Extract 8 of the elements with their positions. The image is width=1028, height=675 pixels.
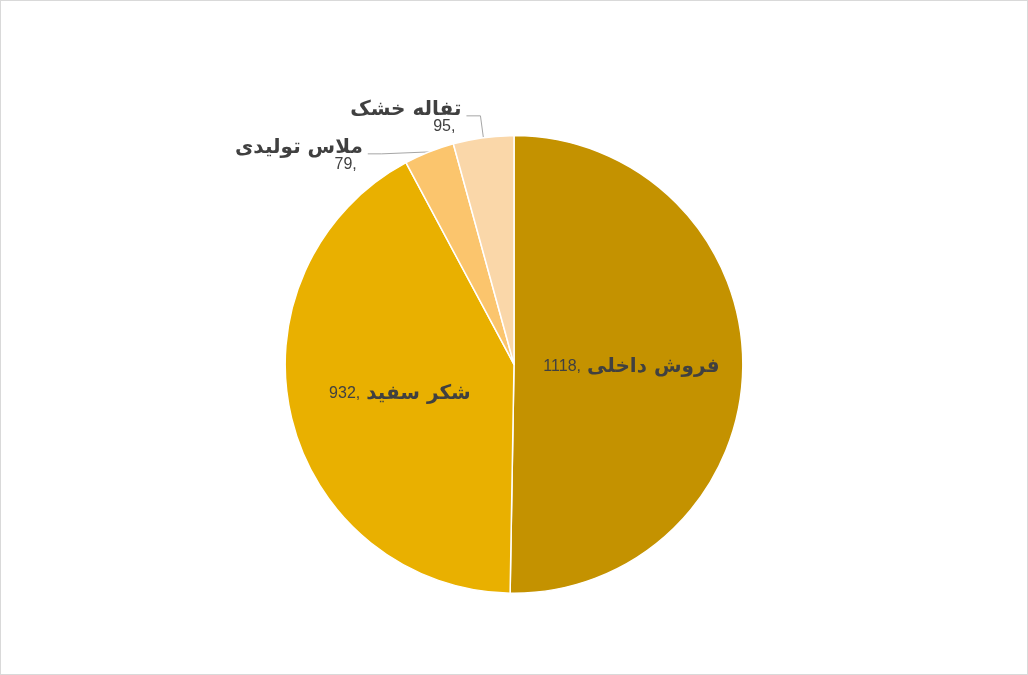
data-label: 79, <box>334 155 357 173</box>
slice-label: تفاله خشک <box>350 95 462 120</box>
slice-label: ملاس تولیدی <box>235 133 363 158</box>
data-label: 95, <box>433 117 456 135</box>
data-label: 1118, <box>543 356 582 374</box>
data-label: 932, <box>329 383 361 401</box>
slice-label: فروش داخلی <box>587 353 720 378</box>
slice-label: شکر سفید <box>366 380 471 405</box>
